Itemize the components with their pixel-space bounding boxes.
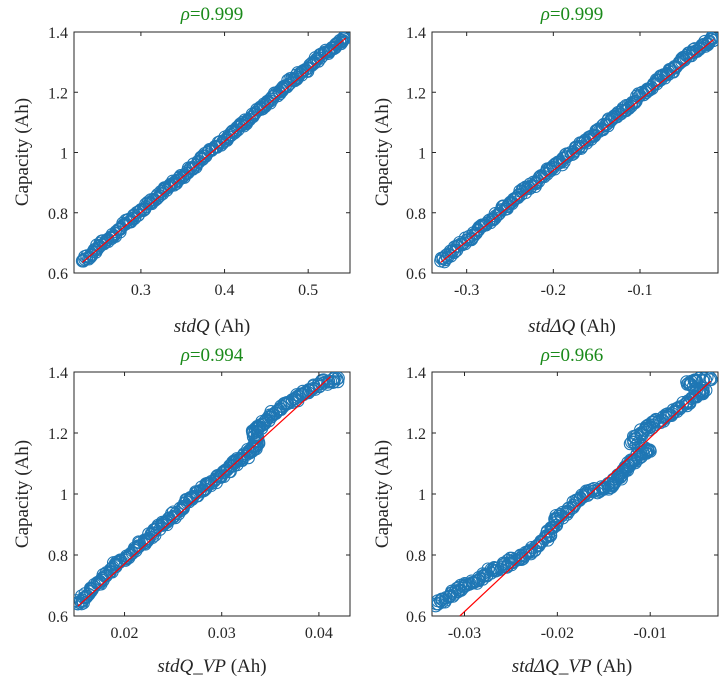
y-tick-label: 0.6 xyxy=(406,266,426,283)
data-point xyxy=(281,396,295,411)
data-point xyxy=(330,372,344,386)
data-point xyxy=(707,33,718,47)
x-axis-label: stdQ_VP (Ah) xyxy=(157,656,266,677)
y-tick-label: 1.4 xyxy=(48,25,68,42)
x-tick-label: -0.2 xyxy=(541,282,566,299)
data-point xyxy=(127,212,141,226)
y-tick-label: 0.6 xyxy=(48,609,68,626)
data-point xyxy=(447,246,461,260)
chart-title: ρ=0.999 xyxy=(180,4,244,25)
x-axis-label: stdQ (Ah) xyxy=(174,316,251,337)
x-ticks: 0.02 0.03 0.04 xyxy=(111,372,333,642)
data-point xyxy=(276,400,290,414)
y-tick-label: 1 xyxy=(60,146,68,163)
chart-title: ρ=0.994 xyxy=(180,345,244,366)
y-tick-label: 0.8 xyxy=(406,548,426,565)
x-axis-label: stdΔQ_VP (Ah) xyxy=(512,656,632,677)
data-point xyxy=(707,32,718,45)
y-ticks: 0.6 0.8 1 1.2 1.4 xyxy=(48,365,350,626)
x-tick-label: 0.02 xyxy=(111,625,139,642)
y-axis-label: Capacity (Ah) xyxy=(372,98,393,206)
x-tick-label: 0.3 xyxy=(131,282,151,299)
chart-title: ρ=0.999 xyxy=(540,4,604,25)
panel-top-right: 0.6 0.8 1 1.2 1.4 -0.3 -0.2 -0.1 ρ=0.999 Capac… xyxy=(372,4,719,337)
y-tick-label: 1.4 xyxy=(48,365,68,382)
y-axis-label: Capacity (Ah) xyxy=(12,440,33,548)
panel-bottom-left: 0.6 0.8 1 1.2 1.4 0.02 0.03 0.04 ρ=0.994 Capac… xyxy=(12,345,351,677)
fit-line xyxy=(459,380,711,616)
y-tick-label: 1.4 xyxy=(406,365,426,382)
y-tick-label: 1 xyxy=(60,487,68,504)
x-tick-label: -0.1 xyxy=(627,282,652,299)
fit-line xyxy=(440,39,715,263)
data-point xyxy=(704,372,718,385)
data-point xyxy=(436,251,450,265)
y-tick-label: 0.8 xyxy=(48,206,68,223)
fit-line xyxy=(77,376,331,607)
y-tick-label: 1.2 xyxy=(48,426,68,443)
data-point xyxy=(646,416,660,430)
y-ticks: 0.6 0.8 1 1.2 1.4 xyxy=(48,25,350,283)
y-tick-label: 1.2 xyxy=(406,85,426,102)
y-tick-label: 1.2 xyxy=(48,85,68,102)
data-point xyxy=(151,191,165,205)
y-tick-label: 1 xyxy=(418,146,426,163)
y-axis-label: Capacity (Ah) xyxy=(12,98,33,206)
scatter-points xyxy=(75,32,350,268)
y-tick-label: 1.2 xyxy=(406,426,426,443)
chart-title: ρ=0.966 xyxy=(540,345,604,366)
x-tick-label: 0.5 xyxy=(298,282,318,299)
x-ticks: -0.03 -0.02 -0.01 xyxy=(448,372,667,642)
panel-top-left: 0.6 0.8 1 1.2 1.4 0.3 0.4 0.5 ρ=0.999 Capacity… xyxy=(12,4,351,337)
y-tick-label: 0.8 xyxy=(406,206,426,223)
x-tick-label: -0.3 xyxy=(454,282,479,299)
plot-area xyxy=(73,371,351,617)
scatter-points xyxy=(74,372,345,611)
x-tick-label: 0.03 xyxy=(208,625,236,642)
x-ticks: 0.3 0.4 0.5 xyxy=(131,32,318,299)
x-tick-label: -0.03 xyxy=(448,625,481,642)
y-tick-label: 1 xyxy=(418,487,426,504)
x-tick-label: -0.02 xyxy=(541,625,574,642)
y-ticks: 0.6 0.8 1 1.2 1.4 xyxy=(406,25,718,283)
data-point xyxy=(339,32,350,45)
y-tick-label: 1.4 xyxy=(406,25,426,42)
x-tick-label: -0.01 xyxy=(634,625,667,642)
x-ticks: -0.3 -0.2 -0.1 xyxy=(454,32,653,299)
y-axis-label: Capacity (Ah) xyxy=(372,440,393,548)
data-point xyxy=(331,372,345,385)
y-ticks: 0.6 0.8 1 1.2 1.4 xyxy=(406,365,718,626)
y-tick-label: 0.6 xyxy=(406,609,426,626)
x-tick-label: 0.4 xyxy=(215,282,235,299)
panel-bottom-right: 0.6 0.8 1 1.2 1.4 -0.03 -0.02 -0.01 ρ=0.966 Ca… xyxy=(372,345,719,677)
fit-line xyxy=(81,37,347,263)
data-point xyxy=(93,236,107,250)
x-axis-label: stdΔQ (Ah) xyxy=(528,316,616,337)
y-tick-label: 0.8 xyxy=(48,548,68,565)
y-tick-label: 0.6 xyxy=(48,266,68,283)
x-tick-label: 0.04 xyxy=(305,625,333,642)
